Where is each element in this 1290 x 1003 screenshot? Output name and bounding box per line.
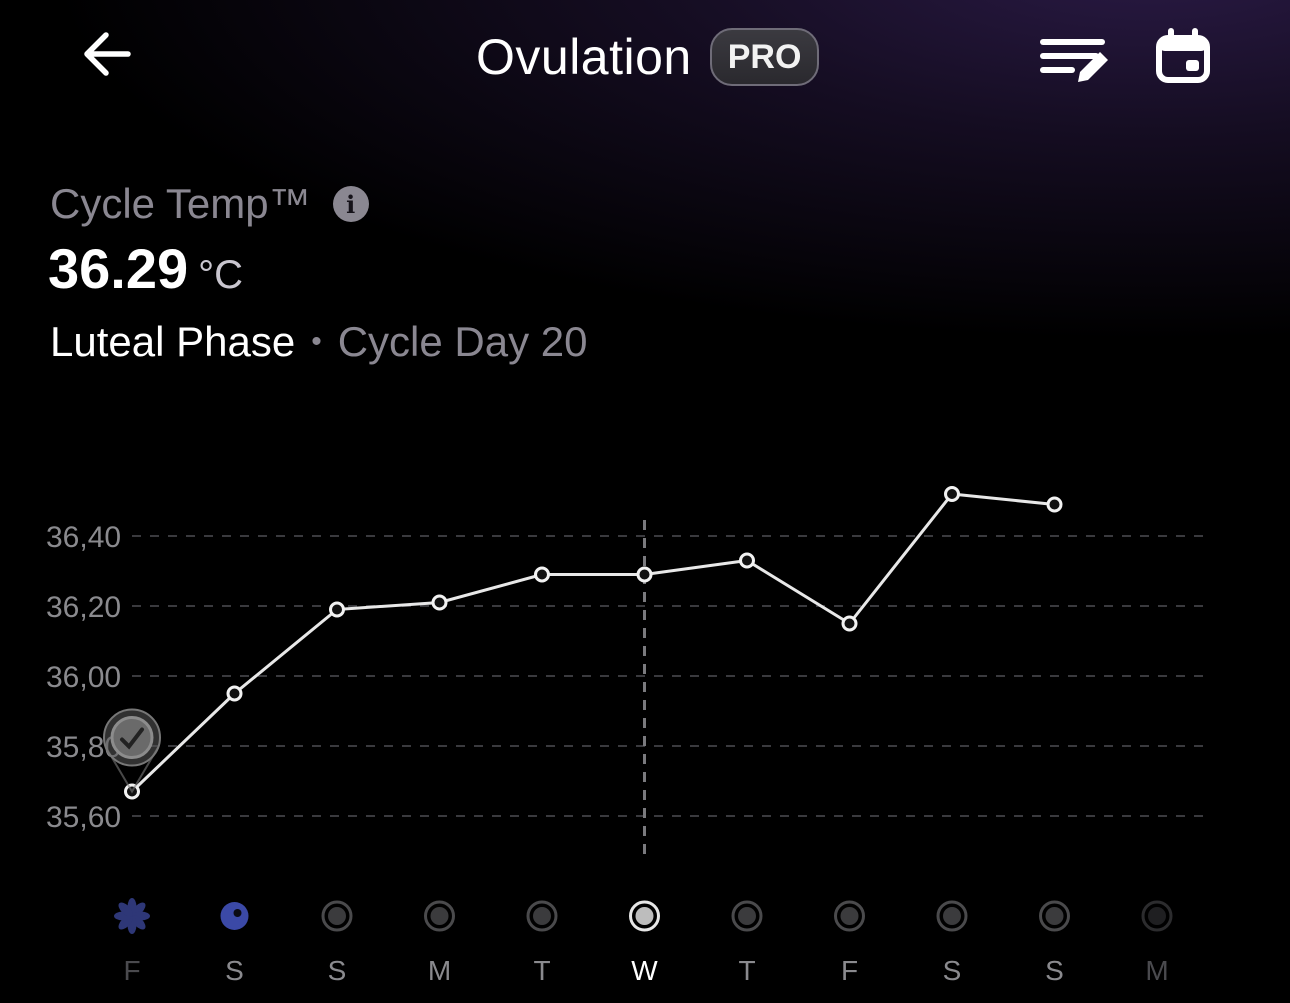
drag-handle-pointer <box>105 746 159 794</box>
x-tick-label[interactable]: M <box>428 955 451 986</box>
x-tick-label[interactable]: F <box>841 955 858 986</box>
day-marker-ring[interactable] <box>731 900 763 932</box>
data-point[interactable] <box>431 594 448 611</box>
x-tick-label[interactable]: W <box>631 955 658 986</box>
x-tick-label[interactable]: S <box>328 955 347 986</box>
day-marker-core <box>328 907 346 925</box>
check-icon <box>120 727 144 750</box>
app-header: Ovulation PRO <box>0 0 1290 120</box>
page-title: Ovulation <box>476 29 692 85</box>
temperature-value: 36.29 <box>48 237 189 300</box>
y-tick-label: 36,20 <box>46 591 121 624</box>
y-tick-label: 35,60 <box>46 801 121 834</box>
phase-summary: Luteal Phase • Cycle Day 20 <box>50 318 587 366</box>
day-marker-core <box>738 907 756 925</box>
x-tick-label[interactable]: S <box>225 955 244 986</box>
edit-list-icon <box>1040 39 1108 82</box>
day-marker-core <box>943 907 961 925</box>
x-tick-label[interactable]: T <box>533 955 550 986</box>
separator-dot: • <box>311 325 322 358</box>
day-marker-faded-core <box>1148 907 1166 925</box>
data-point[interactable] <box>636 566 653 583</box>
day-marker-ring[interactable] <box>1039 900 1070 932</box>
data-point[interactable] <box>226 685 243 702</box>
phase-label: Luteal Phase <box>50 318 296 365</box>
day-marker-core <box>1045 907 1064 925</box>
y-tick-label: 36,40 <box>46 521 121 554</box>
edit-log-button[interactable] <box>1038 30 1114 92</box>
data-point[interactable] <box>534 566 550 583</box>
temperature-unit: °C <box>198 253 244 297</box>
x-tick-label[interactable]: T <box>738 955 755 986</box>
day-marker-selected-core <box>635 907 654 925</box>
day-marker-ring[interactable] <box>321 900 353 932</box>
day-marker-core <box>430 907 449 925</box>
x-tick-label[interactable]: S <box>943 955 962 986</box>
title-group: Ovulation PRO <box>476 26 820 88</box>
day-marker-faded[interactable] <box>1141 900 1173 932</box>
flower-petal <box>118 902 133 917</box>
data-point[interactable] <box>1046 496 1063 513</box>
x-tick-label[interactable]: F <box>123 955 140 986</box>
arrow-left-icon <box>84 32 131 76</box>
calendar-icon <box>1156 28 1210 83</box>
calendar-button[interactable] <box>1154 26 1214 88</box>
metric-label: Cycle Temp™ <box>50 180 311 227</box>
day-marker-ring[interactable] <box>936 900 968 932</box>
day-marker-ring[interactable] <box>526 900 558 932</box>
data-point[interactable] <box>944 486 960 502</box>
temperature-readout: 36.29 °C <box>48 236 243 301</box>
metric-header: Cycle Temp™ i <box>50 180 369 228</box>
temperature-line <box>130 492 1055 793</box>
cycle-day-label: Cycle Day 20 <box>337 318 588 365</box>
day-marker-selected[interactable] <box>629 900 660 932</box>
drag-handle-inner[interactable] <box>110 716 154 759</box>
back-button[interactable] <box>76 22 140 86</box>
data-point[interactable] <box>329 601 345 618</box>
pro-badge[interactable]: PRO <box>709 28 820 86</box>
day-marker-ring[interactable] <box>834 900 865 932</box>
day-marker-ring[interactable] <box>424 900 455 932</box>
day-marker-core <box>533 907 551 925</box>
day-marker-filled[interactable] <box>220 902 249 930</box>
info-icon[interactable]: i <box>332 186 369 222</box>
flower-icon[interactable] <box>114 898 150 934</box>
data-point[interactable] <box>739 552 755 569</box>
day-marker-dot <box>233 909 242 917</box>
day-marker-core <box>840 907 859 925</box>
x-tick-label[interactable]: S <box>1045 955 1064 986</box>
data-point[interactable] <box>841 615 858 632</box>
x-tick-label[interactable]: M <box>1145 955 1168 986</box>
y-tick-label: 36,00 <box>46 661 121 694</box>
